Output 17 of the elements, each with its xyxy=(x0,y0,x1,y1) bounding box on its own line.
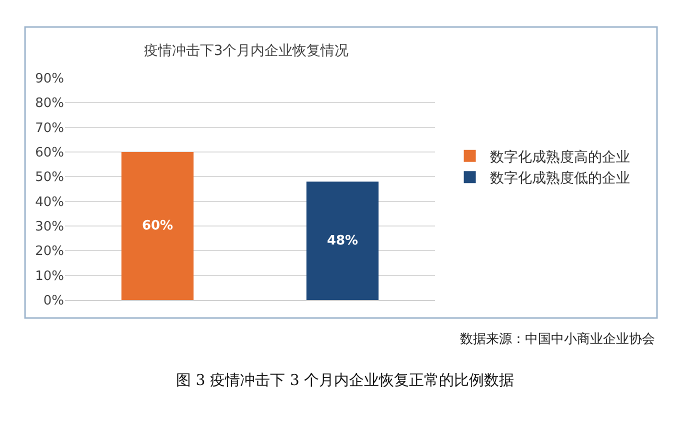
source-note: 数据来源：中国中小商业企业协会 xyxy=(460,332,655,347)
y-tick-label: 90% xyxy=(35,72,64,87)
y-tick-label: 20% xyxy=(35,244,64,260)
y-tick-label: 70% xyxy=(35,120,64,136)
legend-label: 数字化成熟度低的企业 xyxy=(490,170,630,187)
y-tick-label: 80% xyxy=(35,96,64,112)
y-tick-label: 60% xyxy=(35,146,64,161)
y-tick-label: 50% xyxy=(35,170,64,186)
y-tick-label: 0% xyxy=(43,294,64,309)
text: 48% xyxy=(326,233,358,248)
legend-label: 数字化成熟度高的企业 xyxy=(490,149,630,166)
y-tick-label: 40% xyxy=(35,194,64,210)
chart-title: 疫情冲击下3个月内企业恢复情况 xyxy=(144,42,349,59)
caption: 图 3 疫情冲击下 3 个月内企业恢复正常的比例数据 xyxy=(176,371,514,389)
y-tick-label: 10% xyxy=(35,268,64,284)
y-tick-label: 30% xyxy=(35,220,64,235)
text: 60% xyxy=(142,218,174,234)
